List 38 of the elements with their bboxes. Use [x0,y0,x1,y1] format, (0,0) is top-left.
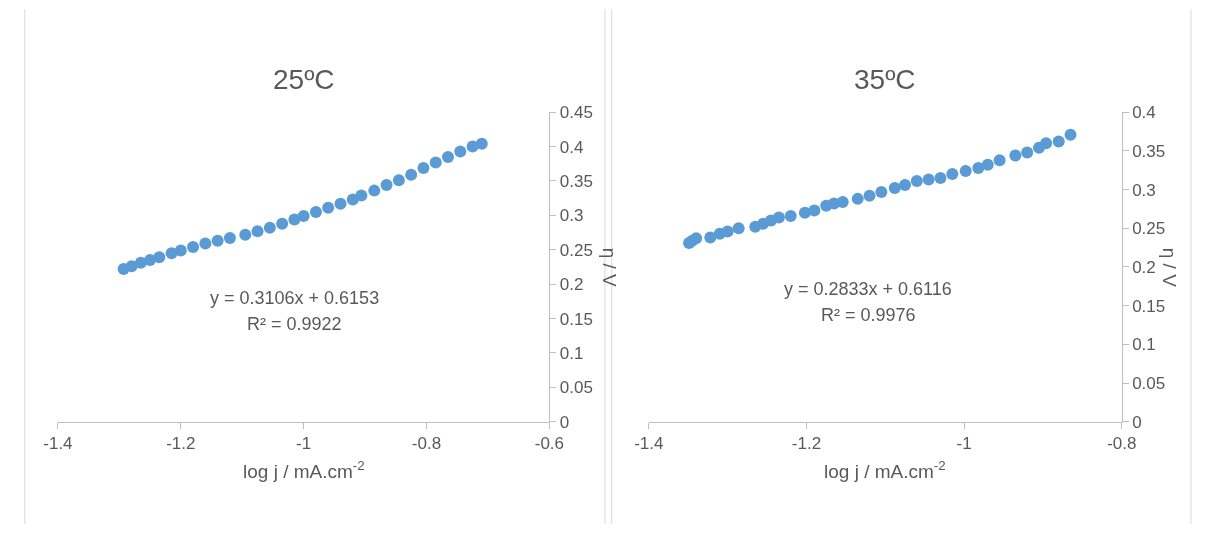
x-tick-label: -0.8 [1107,434,1137,454]
y-axis-title: η / V [599,247,621,288]
y-axis-title: η / V [1159,247,1181,288]
x-tick-label: -1 [956,434,972,454]
y-tick-label: 0.3 [1132,180,1156,200]
y-tick-label: 0.25 [1132,219,1166,239]
chart-title: 35ºC [854,64,916,95]
x-tick-label: -0.6 [534,434,565,454]
x-axis-title: log j / mA.cm$^{-2}$ [824,458,946,482]
y-tick-label: 0.45 [559,103,593,123]
y-tick-label: 0.35 [559,171,593,191]
y-tick-label: 0.2 [1132,257,1156,277]
y-tick-label: 0.35 [1132,141,1166,161]
y-tick-label: 0 [559,412,570,432]
x-tick-label: -1 [296,434,312,454]
y-tick-label: 0.05 [1132,374,1166,394]
y-tick-label: 0.1 [1132,335,1156,355]
y-tick-label: 0.25 [559,240,593,260]
x-axis-title: log j / mA.cm$^{-2}$ [243,458,365,482]
chart-title: 25ºC [273,64,335,95]
x-tick-label: -1.2 [166,434,196,454]
y-tick-label: 0.4 [1132,103,1156,123]
y-tick-label: 0.15 [1132,296,1166,316]
x-tick-label: -1.2 [791,434,822,454]
y-tick-label: 0.4 [559,137,584,157]
annotation: y = 0.3106x + 0.6153 [210,288,380,308]
y-tick-label: 0 [1132,412,1142,432]
y-tick-label: 0.05 [559,378,593,398]
annotation: y = 0.2833x + 0.6116 [784,279,952,299]
y-tick-label: 0.2 [559,275,584,295]
x-tick-label: -1.4 [43,434,73,454]
x-tick-label: -1.4 [634,434,664,454]
y-tick-label: 0.3 [559,206,584,226]
x-tick-label: -0.8 [411,434,442,454]
annotation: R² = 0.9922 [247,314,342,334]
annotation: R² = 0.9976 [821,305,916,325]
y-tick-label: 0.15 [559,309,593,329]
y-tick-label: 0.1 [559,343,584,363]
